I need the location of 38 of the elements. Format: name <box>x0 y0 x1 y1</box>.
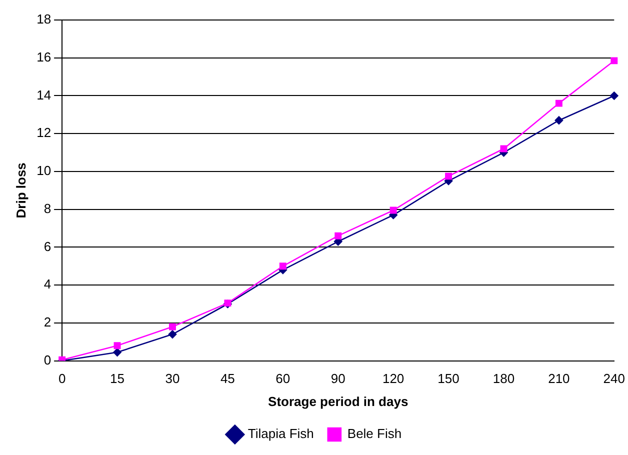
point <box>113 348 122 356</box>
point <box>554 116 564 124</box>
y-tick-label: 4 <box>44 276 52 292</box>
y-tick-label: 6 <box>44 238 52 254</box>
point <box>610 92 618 100</box>
point <box>390 206 397 214</box>
point <box>279 262 286 270</box>
y-tick-label: 12 <box>36 125 52 140</box>
point <box>445 172 452 180</box>
legend-label: Tilapia Fish <box>248 426 314 442</box>
x-tick-label: 60 <box>276 371 290 386</box>
y-tick-label: 14 <box>36 87 52 102</box>
x-axis-title: Storage period in days <box>268 394 408 409</box>
x-tick-label: 210 <box>548 371 570 386</box>
point <box>169 323 176 330</box>
x-tick-label: 180 <box>492 371 515 386</box>
x-tick-label: 90 <box>330 371 346 386</box>
x-tick-label: 0 <box>58 371 66 386</box>
y-tick-label: 8 <box>44 200 52 216</box>
y-tick-label: 0 <box>44 352 52 368</box>
point <box>500 145 508 152</box>
point <box>168 330 177 338</box>
point <box>114 342 121 350</box>
point <box>555 100 562 107</box>
y-axis-title: Drip loss <box>13 162 28 218</box>
y-tick-label: 16 <box>36 49 52 64</box>
point <box>334 232 342 240</box>
x-tick-label: 45 <box>220 371 235 386</box>
x-tick-label: 15 <box>110 371 125 386</box>
x-tick-label: 240 <box>603 371 626 386</box>
y-tick-label: 2 <box>44 314 52 330</box>
y-tick-label: 18 <box>36 12 52 27</box>
x-tick-label: 150 <box>438 371 460 386</box>
x-tick-label: 120 <box>382 371 404 386</box>
y-tick-label: 10 <box>36 163 52 178</box>
x-tick-label: 30 <box>165 371 180 386</box>
legend-label: Bele Fish <box>347 426 402 442</box>
point <box>610 57 618 64</box>
